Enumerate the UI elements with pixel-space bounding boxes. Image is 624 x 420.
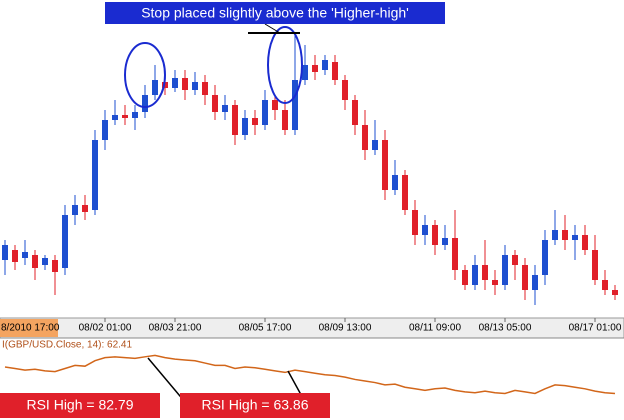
candle-body bbox=[282, 110, 288, 130]
candle-body bbox=[22, 252, 28, 258]
rsi-annotation: RSI High = 63.86 bbox=[201, 397, 308, 413]
candle-body bbox=[232, 105, 238, 135]
candle-body bbox=[242, 118, 248, 135]
candle-body bbox=[362, 125, 368, 150]
candle-body bbox=[62, 215, 68, 268]
annotation-box bbox=[180, 393, 330, 418]
candle-body bbox=[592, 250, 598, 280]
candle-body bbox=[192, 82, 198, 90]
candle-body bbox=[12, 250, 18, 262]
candle-body bbox=[572, 235, 578, 240]
candle-body bbox=[422, 225, 428, 235]
candle-body bbox=[552, 230, 558, 240]
candle-body bbox=[212, 95, 218, 112]
candle-body bbox=[512, 255, 518, 265]
candle-body bbox=[352, 100, 358, 125]
candle-body bbox=[292, 80, 298, 130]
pointer-line bbox=[264, 23, 281, 34]
candle-body bbox=[562, 230, 568, 240]
candle-body bbox=[42, 258, 48, 265]
candle-body bbox=[272, 100, 278, 110]
rsi-annotation: RSI High = 82.79 bbox=[26, 397, 133, 413]
highlight-ellipse bbox=[124, 42, 166, 108]
x-tick-label: 08/13 05:00 bbox=[479, 323, 532, 334]
candle-body bbox=[542, 240, 548, 275]
candle-body bbox=[112, 115, 118, 120]
annotation-box bbox=[105, 2, 445, 24]
annotation-box bbox=[0, 393, 160, 418]
candle-body bbox=[332, 62, 338, 80]
candle-body bbox=[502, 255, 508, 285]
candle-body bbox=[392, 175, 398, 190]
x-tick-label: 08/02 01:00 bbox=[79, 323, 132, 334]
candle-body bbox=[262, 100, 268, 125]
rsi-line bbox=[4, 354, 616, 395]
marks: 8/2010 17:00 08/02 01:00 08/03 21:00 08/05 … bbox=[0, 35, 622, 395]
candle-body bbox=[522, 265, 528, 290]
candle-body bbox=[322, 60, 328, 70]
rsi-label: I(GBP/USD.Close, 14): 62.41 bbox=[2, 340, 132, 351]
candle-body bbox=[482, 265, 488, 280]
current-time-box bbox=[0, 319, 58, 337]
candle-body bbox=[372, 140, 378, 150]
candle-body bbox=[302, 65, 308, 80]
x-tick-label: 08/09 13:00 bbox=[319, 323, 372, 334]
candle-body bbox=[152, 80, 158, 95]
candle-body bbox=[492, 280, 498, 285]
candle-body bbox=[412, 210, 418, 235]
candle-body bbox=[342, 80, 348, 100]
candle-body bbox=[402, 175, 408, 210]
pointer-line bbox=[147, 357, 186, 403]
candle-body bbox=[452, 238, 458, 270]
candle-body bbox=[602, 280, 608, 290]
candle-body bbox=[582, 235, 588, 250]
candle-body bbox=[202, 82, 208, 95]
annotation: Stop placed slightly above the 'Higher-h… bbox=[141, 5, 409, 21]
candle-body bbox=[172, 78, 178, 88]
candle-body bbox=[72, 205, 78, 215]
candle-body bbox=[532, 275, 538, 290]
candle-body bbox=[142, 95, 148, 112]
candle-body bbox=[92, 140, 98, 210]
candle-body bbox=[382, 140, 388, 190]
candle-body bbox=[222, 105, 228, 112]
x-tick-label: 08/03 21:00 bbox=[149, 323, 202, 334]
candle-body bbox=[122, 115, 128, 118]
candle-body bbox=[252, 118, 258, 125]
candle-body bbox=[2, 245, 8, 260]
highlight-ellipse bbox=[267, 26, 303, 104]
candle-body bbox=[432, 225, 438, 245]
candle-body bbox=[612, 290, 618, 295]
candle-body bbox=[52, 260, 58, 272]
candle-body bbox=[462, 270, 468, 285]
x-tick-label: 8/2010 17:00 bbox=[1, 323, 60, 334]
candle-body bbox=[32, 255, 38, 268]
x-tick-label: 08/17 01:00 bbox=[569, 323, 622, 334]
candle-body bbox=[182, 78, 188, 90]
candle-body bbox=[442, 238, 448, 245]
x-tick-label: 08/11 09:00 bbox=[409, 323, 462, 334]
candle-body bbox=[82, 205, 88, 212]
candle-body bbox=[472, 265, 478, 285]
candle-body bbox=[102, 120, 108, 140]
candle-body bbox=[132, 112, 138, 118]
candle-body bbox=[312, 65, 318, 72]
x-tick-label: 08/05 17:00 bbox=[239, 323, 292, 334]
